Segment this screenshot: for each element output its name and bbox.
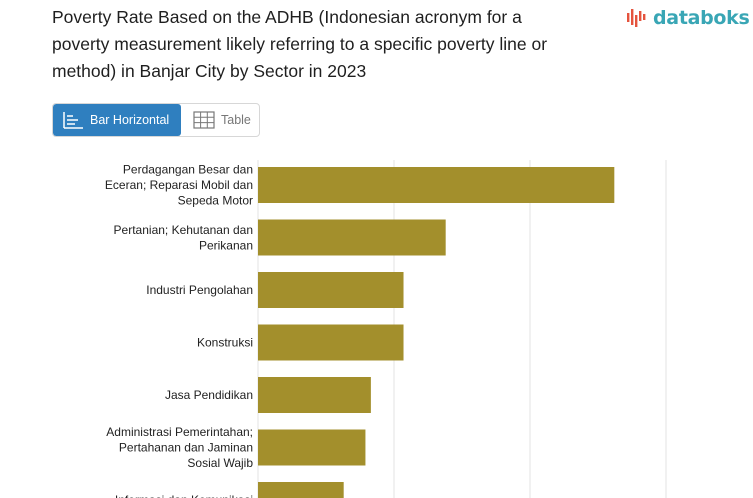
category-label-line: Pertanian; Kehutanan dan bbox=[114, 223, 253, 237]
category-label-0: Perdagangan Besar dan Eceran; Reparasi Mo… bbox=[105, 163, 253, 208]
brand-name: databoks bbox=[653, 7, 750, 29]
category-label-1: Pertanian; Kehutanan dan Perikanan bbox=[114, 223, 253, 253]
category-label-4: Jasa Pendidikan bbox=[165, 388, 253, 402]
category-label-6: Informasi dan Komunikasi bbox=[115, 493, 253, 498]
databoks-logo: databoks bbox=[626, 6, 750, 30]
view-toggle: Bar Horizontal Table bbox=[52, 103, 260, 137]
category-label-line: Informasi dan Komunikasi bbox=[115, 493, 253, 498]
bar-horizontal-button[interactable]: Bar Horizontal bbox=[53, 104, 181, 136]
category-label-5: Administrasi Pemerintahan; Pertahanan dan… bbox=[106, 425, 253, 470]
category-label-line: Industri Pengolahan bbox=[146, 283, 253, 297]
bar-5[interactable] bbox=[258, 429, 366, 466]
bar-horizontal-label: Bar Horizontal bbox=[90, 113, 170, 127]
table-grid-icon bbox=[193, 111, 215, 129]
category-label-2: Industri Pengolahan bbox=[146, 283, 253, 297]
table-button[interactable]: Table bbox=[181, 104, 251, 136]
category-label-line: Jasa Pendidikan bbox=[165, 388, 253, 402]
category-label-line: Konstruksi bbox=[197, 336, 253, 350]
table-label: Table bbox=[221, 113, 251, 127]
category-label-line: Administrasi Pemerintahan; bbox=[106, 425, 253, 439]
category-label-3: Konstruksi bbox=[197, 336, 253, 350]
bar-3[interactable] bbox=[258, 324, 404, 361]
bar-0[interactable] bbox=[258, 167, 615, 203]
chart-title: Poverty Rate Based on the ADHB (Indonesi… bbox=[52, 7, 548, 81]
category-label-line: Perdagangan Besar dan bbox=[123, 163, 253, 177]
category-label-line: Sepeda Motor bbox=[178, 194, 253, 208]
bar-1[interactable] bbox=[258, 219, 446, 256]
bar-chart: Perdagangan Besar dan Eceran; Reparasi Mo… bbox=[105, 160, 667, 498]
category-label-line: Sosial Wajib bbox=[187, 456, 253, 470]
bar-2[interactable] bbox=[258, 272, 404, 308]
brand-bars-icon bbox=[627, 9, 646, 27]
category-label-line: Perikanan bbox=[199, 238, 253, 252]
category-label-line: Pertahanan dan Jaminan bbox=[119, 441, 253, 455]
category-label-line: Eceran; Reparasi Mobil dan bbox=[105, 178, 253, 192]
bar-6[interactable] bbox=[258, 482, 344, 498]
bar-chart-icon bbox=[63, 112, 83, 129]
bar-4[interactable] bbox=[258, 377, 371, 413]
